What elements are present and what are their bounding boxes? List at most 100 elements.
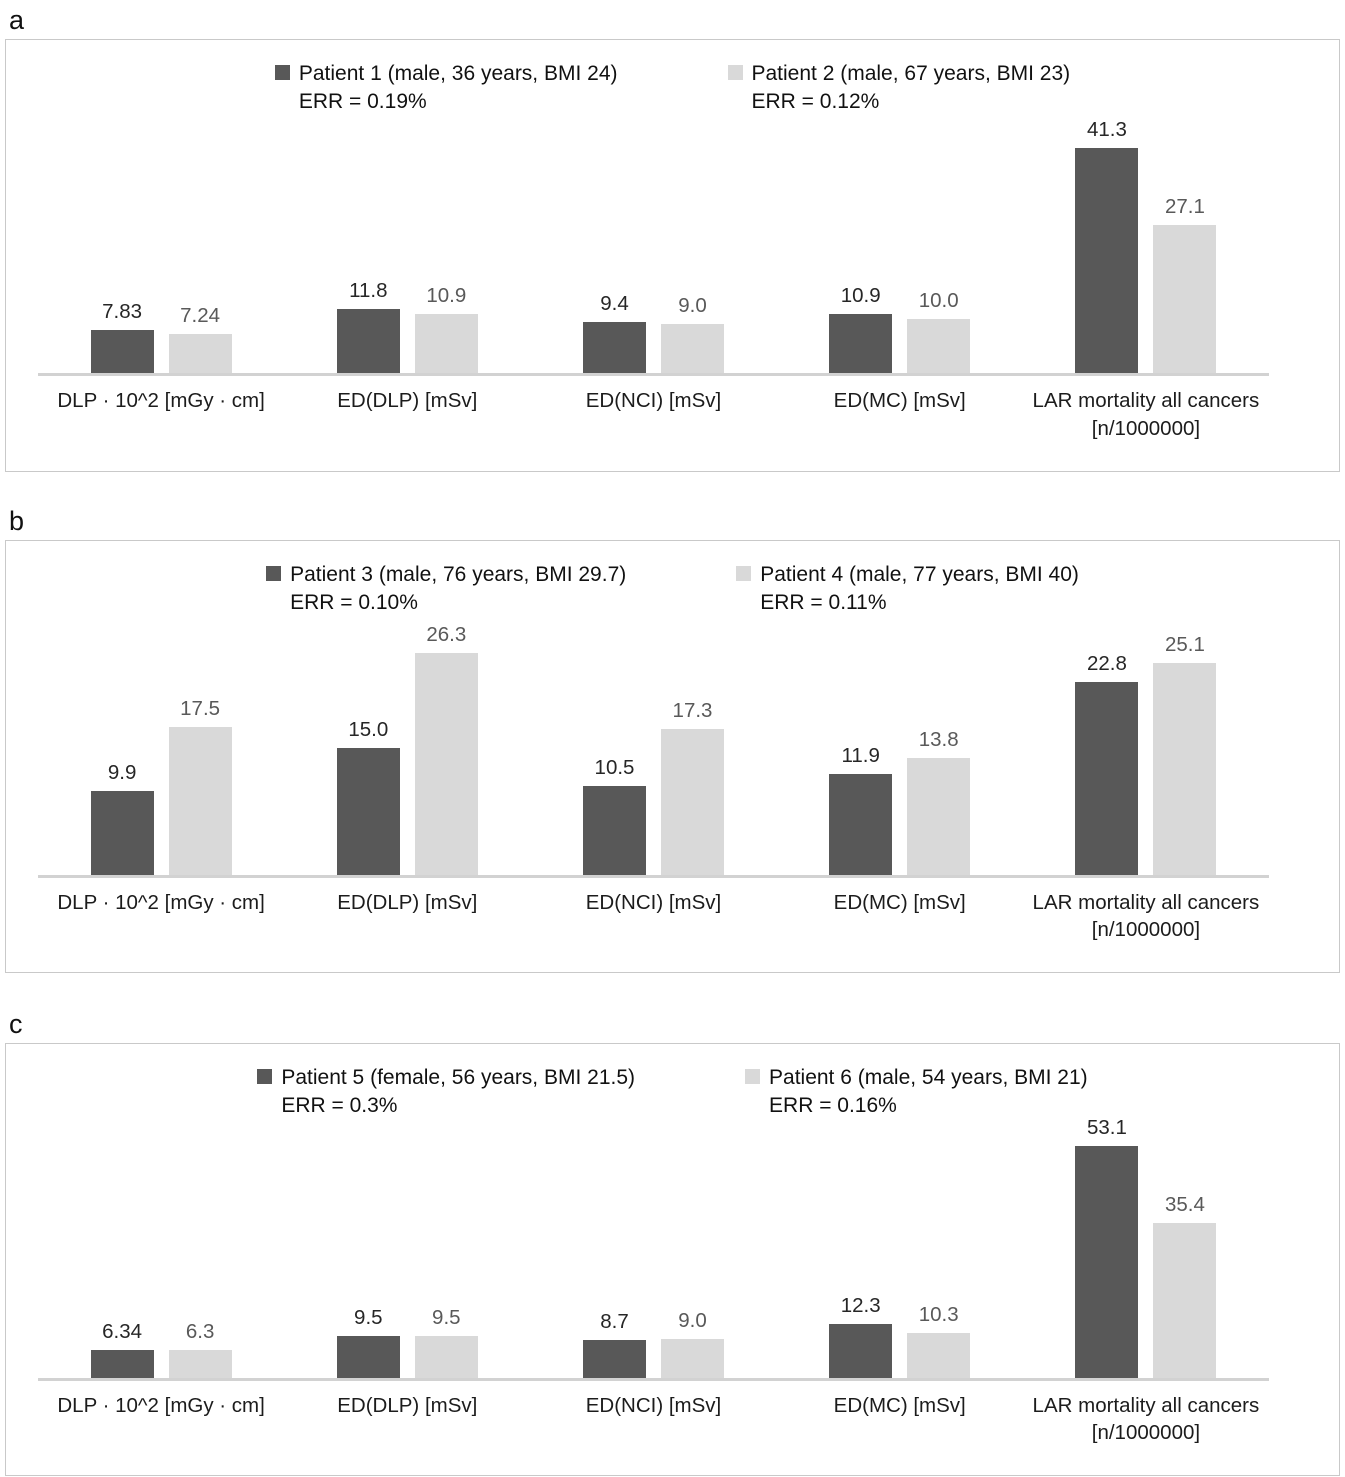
legend-entry-text: Patient 3 (male, 76 years, BMI 29.7) ERR … [290, 561, 626, 616]
bar-column-series-1: 6.34 [90, 1320, 154, 1378]
legend-entry-text: Patient 1 (male, 36 years, BMI 24) ERR = … [299, 60, 618, 115]
legend-series-name: Patient 6 (male, 54 years, BMI 21) [769, 1066, 1088, 1090]
category-label: LAR mortality all cancers [n/1000000] [1023, 889, 1269, 943]
bar [90, 790, 154, 875]
legend-series-name: Patient 1 (male, 36 years, BMI 24) [298, 62, 618, 86]
panel-c-letter: c [9, 1009, 23, 1040]
bar-column-series-2: 35.4 [1153, 1193, 1217, 1378]
bar-column-series-2: 9.0 [661, 294, 724, 374]
bar-column-series-1: 41.3 [1075, 118, 1139, 374]
bar-group: 15.0 26.3 [284, 623, 530, 875]
bar-group: 9.5 9.5 [284, 1306, 530, 1378]
category-label: ED(MC) [mSv] [777, 387, 1023, 441]
bar-group: 22.8 25.1 [1023, 633, 1269, 875]
bar-column-series-2: 6.3 [168, 1320, 232, 1378]
plot-row: 7.83 7.24 11.8 10.9 9.4 9.0 10.9 10.0 41.3 27.1 [38, 115, 1269, 374]
bar-column-series-1: 15.0 [336, 718, 400, 875]
legend: Patient 5 (female, 56 years, BMI 21.5) ER… [36, 1064, 1309, 1119]
category-label-text: DLP · 10^2 [mGy · cm] [57, 1393, 265, 1417]
value-label: 9.5 [354, 1305, 383, 1329]
legend-series-err: ERR = 0.11% [760, 590, 887, 614]
legend-entry-series-2: Patient 2 (male, 67 years, BMI 23) ERR = … [727, 60, 1071, 115]
bar [336, 1335, 400, 1378]
bar [414, 314, 478, 374]
bar [168, 726, 232, 875]
bar-column-series-1: 22.8 [1075, 651, 1139, 875]
bar-column-series-1: 9.5 [336, 1305, 400, 1378]
category-label-text: ED(MC) [mSv] [833, 389, 966, 413]
bar-column-series-1: 9.4 [583, 292, 646, 374]
bar-group: 10.5 17.3 [530, 699, 776, 875]
category-label-text: ED(DLP) [mSv] [337, 890, 478, 914]
bar [336, 309, 400, 374]
value-label: 11.8 [349, 279, 388, 303]
plot-area: 6.34 6.3 9.5 9.5 8.7 9.0 12.3 10.3 53.1 35.4 DLP … [38, 1116, 1269, 1446]
panel-a: Patient 1 (male, 36 years, BMI 24) ERR = … [5, 39, 1340, 473]
category-label: LAR mortality all cancers [n/1000000] [1023, 1392, 1269, 1446]
category-label-text: ED(MC) [mSv] [833, 1393, 966, 1417]
bar-group: 53.1 35.4 [1023, 1116, 1269, 1378]
bar [168, 334, 232, 374]
legend-swatch-icon [736, 566, 752, 582]
bar-group: 12.3 10.3 [777, 1294, 1023, 1378]
category-label: ED(MC) [mSv] [777, 889, 1023, 943]
bar-column-series-2: 9.0 [661, 1309, 724, 1378]
category-row: DLP · 10^2 [mGy · cm] ED(DLP) [mSv] ED(NCI… [38, 387, 1269, 441]
legend-swatch-icon [266, 566, 282, 582]
x-axis-line [38, 1377, 1269, 1381]
bar-column-series-2: 10.9 [414, 284, 478, 374]
legend-series-err: ERR = 0.12% [751, 89, 880, 113]
value-label: 10.9 [426, 284, 467, 308]
value-label: 8.7 [600, 1309, 629, 1333]
category-label-text: ED(MC) [mSv] [833, 890, 966, 914]
category-label: ED(DLP) [mSv] [284, 387, 530, 441]
bar-column-series-2: 7.24 [168, 304, 232, 374]
value-label: 10.0 [918, 289, 959, 313]
category-label-text: DLP · 10^2 [mGy · cm] [57, 389, 265, 413]
legend-series-err: ERR = 0.10% [290, 590, 418, 614]
value-label: 10.3 [918, 1302, 959, 1326]
value-label: 13.8 [918, 727, 959, 751]
value-label: 22.8 [1086, 651, 1127, 675]
panel-a-letter: a [9, 5, 25, 35]
value-label: 41.3 [1086, 118, 1127, 142]
legend-entry-text: Patient 4 (male, 77 years, BMI 40) ERR = … [760, 561, 1079, 616]
plot-row: 9.9 17.5 15.0 26.3 10.5 17.3 11.9 13.8 22.8 25.1 [38, 617, 1269, 875]
bar [907, 757, 971, 875]
legend-entry-series-1: Patient 5 (female, 56 years, BMI 21.5) ER… [257, 1064, 635, 1119]
bar-column-series-1: 10.9 [829, 284, 893, 374]
value-label: 9.0 [678, 294, 707, 318]
bar [336, 747, 400, 875]
legend: Patient 1 (male, 36 years, BMI 24) ERR = … [36, 60, 1309, 115]
value-label: 9.5 [432, 1305, 461, 1329]
legend-swatch-icon [274, 65, 290, 81]
bar [414, 652, 478, 875]
bar-column-series-2: 27.1 [1153, 195, 1217, 374]
bar [1153, 1222, 1217, 1378]
bar-column-series-1: 8.7 [583, 1310, 646, 1378]
value-label: 9.4 [600, 292, 629, 316]
category-label: ED(DLP) [mSv] [284, 889, 530, 943]
value-label: 25.1 [1164, 632, 1205, 656]
value-label: 17.5 [180, 696, 221, 720]
legend-entry-series-1: Patient 3 (male, 76 years, BMI 29.7) ERR … [266, 561, 626, 616]
category-label: ED(NCI) [mSv] [530, 387, 776, 441]
category-label-text: ED(DLP) [mSv] [337, 1393, 478, 1417]
plot-area: 7.83 7.24 11.8 10.9 9.4 9.0 10.9 10.0 41.3 27.1 D… [38, 115, 1269, 441]
legend-series-name: Patient 2 (male, 67 years, BMI 23) [751, 62, 1071, 86]
legend-entry-series-1: Patient 1 (male, 36 years, BMI 24) ERR = … [274, 60, 618, 115]
legend-entry-text: Patient 6 (male, 54 years, BMI 21) ERR = … [769, 1064, 1088, 1119]
value-label: 17.3 [672, 698, 713, 722]
panel-c: Patient 5 (female, 56 years, BMI 21.5) ER… [5, 1043, 1340, 1477]
bar-column-series-2: 13.8 [907, 727, 971, 875]
category-row: DLP · 10^2 [mGy · cm] ED(DLP) [mSv] ED(NCI… [38, 1392, 1269, 1446]
bar-group: 10.9 10.0 [777, 284, 1023, 374]
legend-swatch-icon [257, 1069, 273, 1085]
legend-series-err: ERR = 0.19% [298, 89, 427, 113]
category-label-text: ED(DLP) [mSv] [337, 389, 478, 413]
category-label: ED(NCI) [mSv] [530, 889, 776, 943]
category-label: ED(DLP) [mSv] [284, 1392, 530, 1446]
category-label-text: ED(NCI) [mSv] [585, 389, 722, 413]
bar [829, 773, 893, 875]
bar [1153, 225, 1217, 374]
